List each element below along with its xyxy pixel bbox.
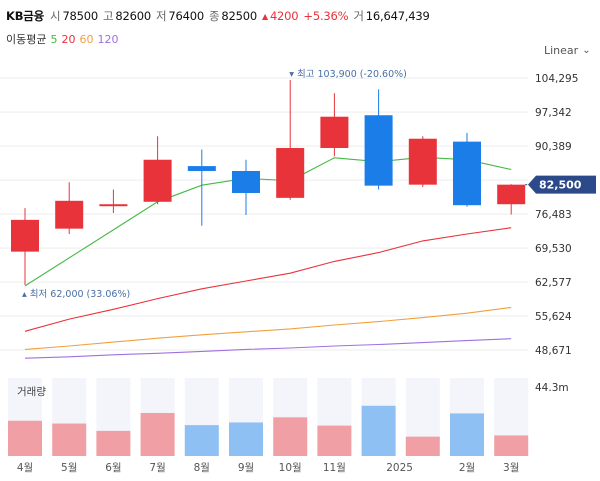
open-label: 시 <box>50 9 61 23</box>
y-tick-label: 104,295 <box>535 73 578 85</box>
volume-bar <box>405 436 440 456</box>
up-triangle-icon: ▲ <box>261 11 268 21</box>
y-tick-label: 69,530 <box>535 243 572 255</box>
ma-20-label: 20 <box>61 32 76 46</box>
scale-type-dropdown[interactable]: Linear ⌄ <box>544 44 591 57</box>
candle-body <box>187 166 216 171</box>
y-tick-label: 90,389 <box>535 141 572 153</box>
volume-bar <box>229 422 263 456</box>
volume-bar <box>450 413 484 456</box>
y-tick-label: 55,624 <box>535 311 572 323</box>
volume-bar <box>184 425 219 456</box>
close-value: 82500 <box>221 9 257 23</box>
change-percent: +5.36% <box>303 9 349 23</box>
volume-bar <box>361 405 396 456</box>
candle-body <box>408 138 437 185</box>
x-tick-label: 4월 <box>17 462 33 474</box>
current-price-label: 82,500 <box>539 179 582 192</box>
ma-20-line <box>24 227 512 332</box>
x-tick-label: 10월 <box>279 462 302 474</box>
y-tick-label: 76,483 <box>535 209 572 221</box>
x-tick-label: 9월 <box>238 462 254 474</box>
candle-body <box>55 200 84 229</box>
ma-5-line <box>24 156 512 287</box>
volume-bar <box>140 412 175 456</box>
high-annotation: ▾ 최고 103,900 (-20.60%) <box>289 69 407 80</box>
volume-value: 16,647,439 <box>365 9 430 23</box>
ma-5-label: 5 <box>50 32 58 46</box>
high-label: 고 <box>103 9 114 23</box>
high-value: 82600 <box>115 9 152 23</box>
low-annotation: ▴ 최저 62,000 (33.06%) <box>22 289 130 300</box>
candle-body <box>364 115 393 186</box>
x-tick-label: 2025 <box>386 462 413 474</box>
x-tick-label: 8월 <box>194 462 210 474</box>
y-tick-label: 62,577 <box>535 277 572 289</box>
moving-average-legend[interactable]: 이동평균 5 20 60 120 <box>6 31 122 47</box>
candle-body <box>276 148 305 198</box>
x-tick-label: 2월 <box>459 462 475 474</box>
volume-bar <box>52 423 87 456</box>
candle-body <box>320 116 349 148</box>
ma-60-line <box>24 306 512 350</box>
stock-symbol: KB금융 <box>6 9 45 23</box>
chevron-down-icon: ⌄ <box>582 45 591 56</box>
volume-bar <box>317 425 352 456</box>
open-value: 78500 <box>62 9 99 23</box>
x-tick-label: 3월 <box>503 462 519 474</box>
low-value: 76400 <box>168 9 204 23</box>
low-label: 저 <box>156 9 167 23</box>
x-tick-label: 6월 <box>105 462 121 474</box>
volume-axis-label: 44.3m <box>535 382 569 394</box>
candle-body <box>143 159 172 202</box>
candle-body <box>453 141 481 206</box>
y-tick-label: 97,342 <box>535 107 572 119</box>
candle-body <box>99 204 128 207</box>
quote-summary: KB금융 시 78500 고 82600 저 76400 종 82500 ▲ 4… <box>6 8 435 24</box>
x-tick-label: 11월 <box>323 462 346 474</box>
candle-body <box>497 184 526 205</box>
volume-bar <box>494 435 529 456</box>
current-price-tag <box>528 175 596 194</box>
y-tick-label: 48,671 <box>535 345 572 357</box>
candle-body <box>232 170 260 193</box>
change-value: 4200 <box>269 9 299 23</box>
x-tick-label: 7월 <box>149 462 165 474</box>
ma-120-line <box>24 338 512 359</box>
volume-label: 거 <box>353 9 364 23</box>
volume-title: 거래량 <box>17 386 46 398</box>
ma-120-label: 120 <box>97 32 119 46</box>
volume-bar <box>8 420 42 456</box>
x-tick-label: 5월 <box>61 462 77 474</box>
volume-bar <box>273 417 308 456</box>
scale-type-label: Linear <box>544 44 579 57</box>
close-label: 종 <box>209 9 220 23</box>
candle-body <box>11 219 39 252</box>
volume-bar <box>96 430 131 456</box>
moving-average-label: 이동평균 <box>6 33 47 46</box>
ma-60-label: 60 <box>79 32 94 46</box>
